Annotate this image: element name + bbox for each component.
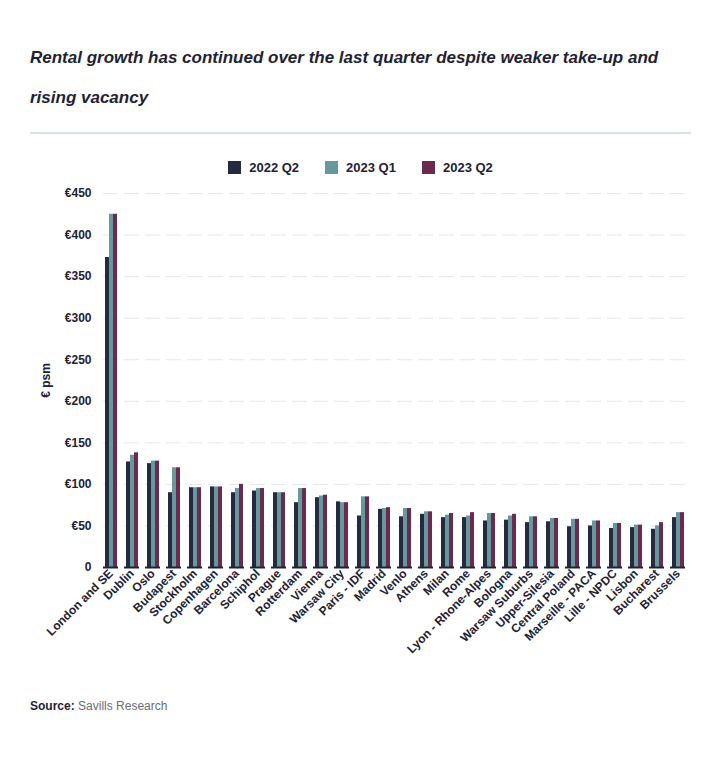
svg-text:€100: €100 (65, 477, 92, 491)
html-text:Source: Savills Research: Source: Savills Research (30, 699, 168, 713)
svg-text:Rotterdam: Rotterdam (252, 566, 305, 619)
svg-text:Budapest: Budapest (130, 566, 179, 615)
html-text:2023 Q2: 2023 Q2 (442, 160, 493, 175)
html-text:2022 Q2: 2022 Q2 (249, 160, 300, 175)
svg-text:Stockholm: Stockholm (146, 566, 200, 620)
svg-text:Rome: Rome (439, 566, 473, 600)
svg-text:€400: €400 (65, 228, 92, 242)
svg-text:Barcelona: Barcelona (190, 566, 242, 618)
svg-text:Brussels: Brussels (637, 566, 683, 612)
svg-text:€350: €350 (65, 269, 92, 283)
svg-text:€450: €450 (65, 186, 92, 200)
svg-text:Lisbon: Lisbon (603, 566, 641, 605)
html-text:2023 Q1: 2023 Q1 (346, 160, 396, 175)
svg-text:Upper-Silesia: Upper-Silesia (492, 566, 557, 631)
html-text:Rental growth has continued ov: Rental growth has continued over the las… (30, 48, 659, 107)
svg-text:Warsaw City: Warsaw City (286, 566, 347, 627)
svg-text:Schiphol: Schiphol (217, 566, 263, 613)
svg-text:€250: €250 (65, 353, 92, 367)
svg-text:Milan: Milan (420, 566, 452, 598)
svg-text:Athens: Athens (392, 566, 431, 606)
svg-text:Venlo: Venlo (377, 566, 410, 599)
svg-text:Vienna: Vienna (288, 566, 326, 604)
svg-text:Bucharest: Bucharest (610, 566, 662, 618)
svg-text:Copenhagen: Copenhagen (159, 566, 221, 628)
svg-text:€200: €200 (65, 394, 92, 408)
svg-text:0: 0 (85, 560, 92, 574)
svg-text:London and SE: London and SE (44, 566, 116, 638)
svg-text:Oslo: Oslo (129, 566, 158, 596)
svg-text:€50: €50 (71, 519, 91, 533)
svg-text:Paris - IDF: Paris - IDF (316, 566, 368, 619)
svg-text:Dublin: Dublin (100, 566, 137, 603)
svg-text:Lille - NPDC: Lille - NPDC (561, 566, 620, 625)
svg-text:€300: €300 (65, 311, 92, 325)
svg-text:Lyon - Rhone-Alpes: Lyon - Rhone-Alpes (404, 566, 494, 657)
svg-text:€ psm: € psm (39, 363, 53, 398)
svg-text:Prague: Prague (245, 566, 284, 606)
svg-text:Central Poland: Central Poland (508, 566, 578, 637)
svg-text:Bologna: Bologna (471, 566, 515, 611)
svg-text:Madrid: Madrid (351, 566, 389, 605)
svg-text:€150: €150 (65, 436, 92, 450)
svg-text:Marseille - PACA: Marseille - PACA (521, 566, 599, 644)
svg-text:Warsaw Suburbs: Warsaw Suburbs (457, 566, 536, 645)
